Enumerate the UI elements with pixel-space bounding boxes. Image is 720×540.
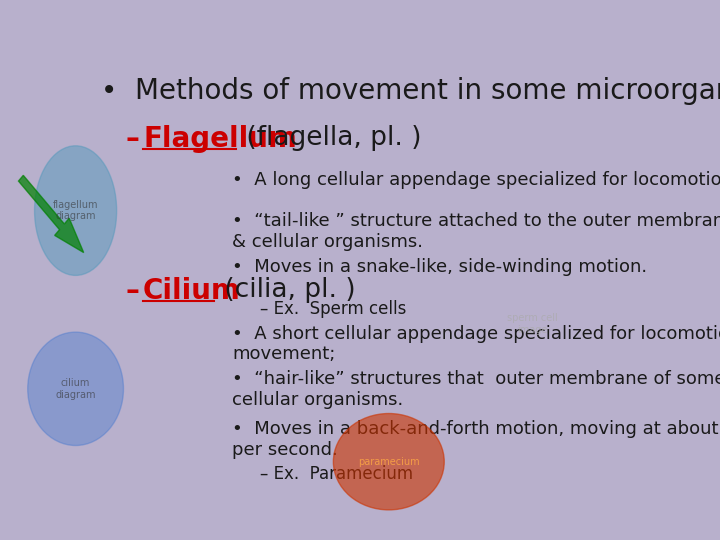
Text: flagellum
diagram: flagellum diagram bbox=[53, 200, 99, 221]
Text: –: – bbox=[126, 277, 150, 305]
Text: •  A long cellular appendage specialized for locomotion or movement: • A long cellular appendage specialized … bbox=[233, 171, 720, 189]
Text: –: – bbox=[126, 125, 150, 153]
Text: •  “hair-like” structures that  outer membrane of some cells &
cellular organism: • “hair-like” structures that outer memb… bbox=[233, 370, 720, 409]
Text: •  Moves in a snake-like, side-winding motion.: • Moves in a snake-like, side-winding mo… bbox=[233, 258, 647, 276]
Text: •  “tail-like ” structure attached to the outer membrane of some cells
& cellula: • “tail-like ” structure attached to the… bbox=[233, 212, 720, 251]
Text: cilium
diagram: cilium diagram bbox=[55, 378, 96, 400]
Ellipse shape bbox=[35, 146, 117, 275]
Text: •  Moves in a back-and-forth motion, moving at about 40-60 strokes
per second.: • Moves in a back-and-forth motion, movi… bbox=[233, 420, 720, 459]
Text: •  A short cellular appendage specialized for locomotion or
movement;: • A short cellular appendage specialized… bbox=[233, 325, 720, 363]
Ellipse shape bbox=[333, 414, 444, 510]
Text: (cilia, pl. ): (cilia, pl. ) bbox=[215, 277, 355, 303]
Circle shape bbox=[28, 332, 124, 446]
Text: (flagella, pl. ): (flagella, pl. ) bbox=[238, 125, 421, 151]
Text: – Ex.  Sperm cells: – Ex. Sperm cells bbox=[260, 300, 407, 318]
Text: •  Methods of movement in some microorganisms: • Methods of movement in some microorgan… bbox=[101, 77, 720, 105]
Text: sperm cell
image: sperm cell image bbox=[508, 313, 558, 335]
Text: Flagellum: Flagellum bbox=[143, 125, 297, 153]
Text: – Ex.  Paramecium: – Ex. Paramecium bbox=[260, 465, 413, 483]
Text: Cilium: Cilium bbox=[143, 277, 241, 305]
FancyArrow shape bbox=[19, 176, 84, 253]
Text: paramecium: paramecium bbox=[358, 457, 420, 467]
